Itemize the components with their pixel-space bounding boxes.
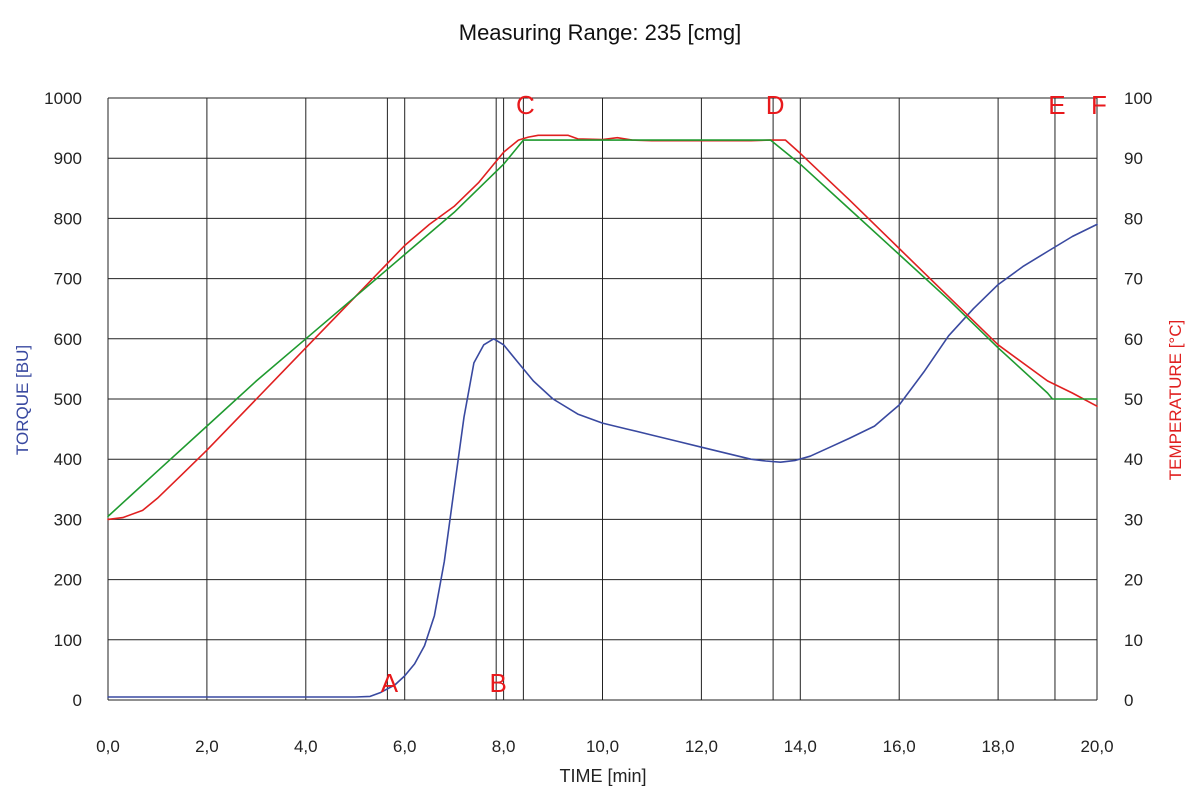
- x-tick-label: 10,0: [586, 737, 619, 756]
- x-tick-label: 2,0: [195, 737, 219, 756]
- y-left-tick-label: 100: [54, 631, 82, 650]
- marker-label-c: C: [516, 90, 535, 120]
- marker-label-d: D: [766, 90, 785, 120]
- y-left-tick-label: 200: [54, 571, 82, 590]
- chart-title: Measuring Range: 235 [cmg]: [459, 20, 742, 45]
- y-right-tick-label: 10: [1124, 631, 1143, 650]
- y-right-tick-label: 70: [1124, 270, 1143, 289]
- y-left-tick-label: 600: [54, 330, 82, 349]
- y-right-tick-label: 0: [1124, 691, 1133, 710]
- x-tick-label: 8,0: [492, 737, 516, 756]
- x-axis-label: TIME [min]: [559, 766, 646, 786]
- y-left-tick-labels: 0 100 200 300 400 500 600 700 800 900 1000: [44, 89, 82, 710]
- marker-label-b: B: [490, 668, 507, 698]
- y-left-tick-label: 700: [54, 270, 82, 289]
- x-tick-label: 12,0: [685, 737, 718, 756]
- x-tick-labels: 0,0 2,0 4,0 6,0 8,0 10,0 12,0 14,0 16,0 18,0 20,0: [96, 737, 1113, 756]
- y-right-tick-label: 100: [1124, 89, 1152, 108]
- marker-label-e: E: [1048, 90, 1065, 120]
- x-tick-label: 4,0: [294, 737, 318, 756]
- y-left-tick-label: 300: [54, 510, 82, 529]
- y-right-axis-label: TEMPERATURE [°C]: [1166, 320, 1185, 480]
- marker-label-f: F: [1091, 90, 1107, 120]
- y-left-tick-label: 900: [54, 149, 82, 168]
- y-left-tick-label: 400: [54, 450, 82, 469]
- x-tick-label: 0,0: [96, 737, 120, 756]
- x-tick-label: 16,0: [883, 737, 916, 756]
- y-left-tick-label: 1000: [44, 89, 82, 108]
- x-tick-label: 14,0: [784, 737, 817, 756]
- x-tick-label: 18,0: [982, 737, 1015, 756]
- y-right-tick-labels: 0 10 20 30 40 50 60 70 80 90 100: [1124, 89, 1152, 710]
- y-right-tick-label: 90: [1124, 149, 1143, 168]
- y-right-tick-label: 30: [1124, 510, 1143, 529]
- series-line-temperature-set: [107, 139, 1098, 518]
- y-left-axis-label: TORQUE [BU]: [13, 345, 32, 455]
- y-right-tick-label: 20: [1124, 571, 1143, 590]
- y-right-tick-label: 50: [1124, 390, 1143, 409]
- series-line-torque: [107, 223, 1098, 698]
- y-left-tick-label: 500: [54, 390, 82, 409]
- y-right-tick-label: 80: [1124, 209, 1143, 228]
- y-left-tick-label: 800: [54, 209, 82, 228]
- y-left-tick-label: 0: [73, 691, 82, 710]
- marker-label-a: A: [381, 668, 399, 698]
- y-right-tick-label: 60: [1124, 330, 1143, 349]
- marker-labels: A B C D E F: [381, 90, 1107, 698]
- x-tick-label: 6,0: [393, 737, 417, 756]
- series-lines: [107, 134, 1098, 698]
- x-tick-label: 20,0: [1080, 737, 1113, 756]
- series-line-temperature-measured: [107, 134, 1098, 521]
- y-right-tick-label: 40: [1124, 450, 1143, 469]
